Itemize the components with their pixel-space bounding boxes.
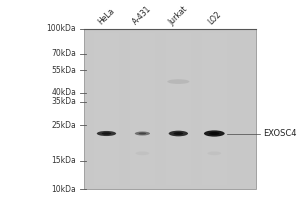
Ellipse shape <box>207 151 221 155</box>
FancyBboxPatch shape <box>130 33 155 185</box>
Text: HeLa: HeLa <box>96 7 116 27</box>
FancyBboxPatch shape <box>202 33 227 185</box>
Text: 35kDa: 35kDa <box>51 97 76 106</box>
Text: 100kDa: 100kDa <box>46 24 76 33</box>
Text: 15kDa: 15kDa <box>51 156 76 165</box>
FancyBboxPatch shape <box>84 29 256 189</box>
Text: 40kDa: 40kDa <box>51 88 76 97</box>
Ellipse shape <box>139 133 146 134</box>
Ellipse shape <box>102 132 111 135</box>
Ellipse shape <box>97 131 116 136</box>
FancyBboxPatch shape <box>94 33 119 185</box>
Ellipse shape <box>204 130 225 137</box>
Ellipse shape <box>173 132 183 135</box>
FancyBboxPatch shape <box>166 33 191 185</box>
Ellipse shape <box>167 79 189 84</box>
Text: 55kDa: 55kDa <box>51 66 76 75</box>
Ellipse shape <box>169 131 188 136</box>
Text: Jurkat: Jurkat <box>167 5 190 27</box>
Text: 70kDa: 70kDa <box>51 49 76 58</box>
Ellipse shape <box>209 132 220 135</box>
Text: 25kDa: 25kDa <box>51 121 76 130</box>
Text: EXOSC4: EXOSC4 <box>263 129 296 138</box>
Text: LO2: LO2 <box>206 10 223 27</box>
Text: A-431: A-431 <box>131 5 154 27</box>
Ellipse shape <box>135 132 150 135</box>
Text: 10kDa: 10kDa <box>51 185 76 194</box>
Ellipse shape <box>136 151 149 155</box>
